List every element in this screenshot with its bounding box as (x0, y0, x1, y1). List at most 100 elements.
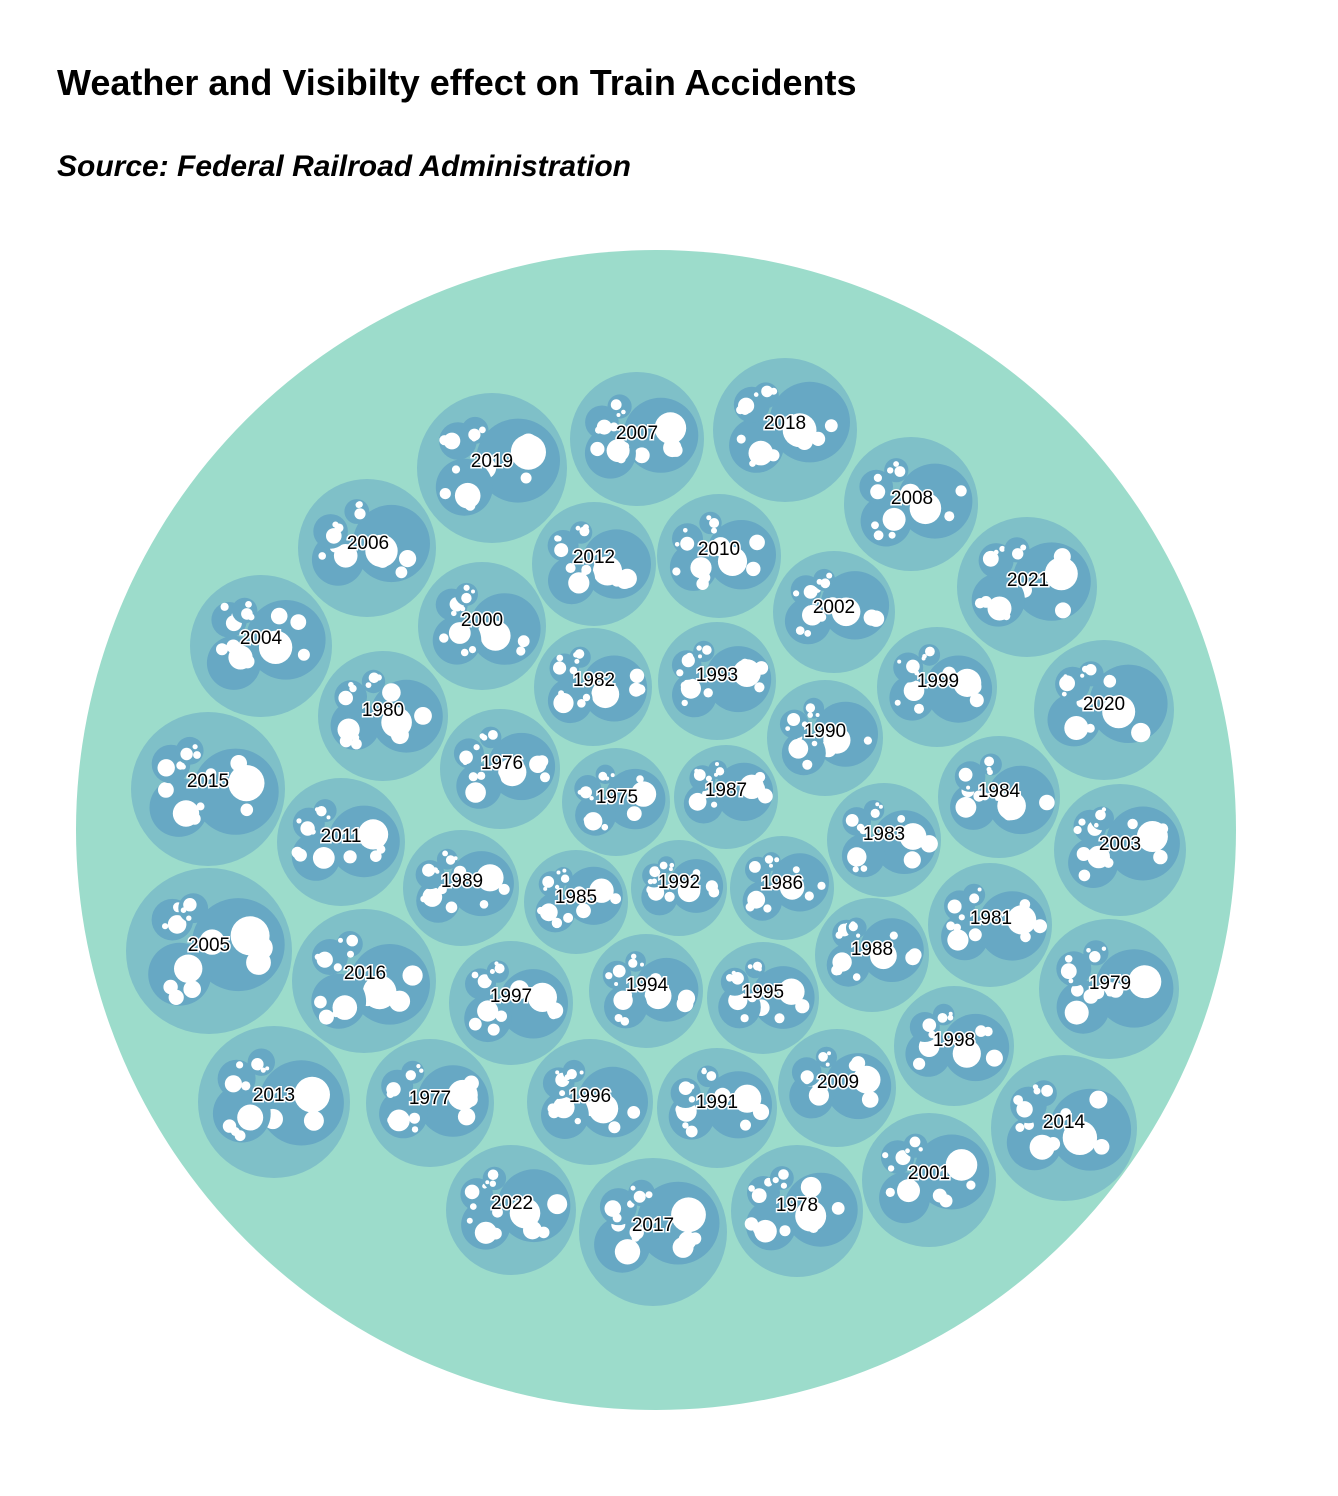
leaf-circle-2000[interactable] (471, 589, 475, 594)
leaf-circle-1985[interactable] (572, 886, 586, 900)
leaf-circle-1979[interactable] (1147, 982, 1158, 993)
leaf-circle-2020[interactable] (1082, 665, 1089, 673)
leaf-circle-2010[interactable] (710, 537, 731, 557)
leaf-circle-2015[interactable] (196, 802, 205, 811)
leaf-circle-2005[interactable] (186, 915, 192, 921)
leaf-circle-2017[interactable] (604, 1200, 622, 1217)
leaf-circle-1980[interactable] (390, 726, 409, 745)
leaf-circle-2004[interactable] (258, 630, 293, 664)
leaf-circle-1989[interactable] (437, 885, 447, 895)
leaf-circle-2000[interactable] (468, 646, 477, 654)
leaf-circle-2015[interactable] (230, 755, 247, 772)
leaf-circle-2010[interactable] (674, 542, 680, 547)
leaf-circle-1989[interactable] (442, 850, 448, 857)
leaf-circle-2011[interactable] (310, 829, 316, 835)
leaf-circle-1986[interactable] (804, 891, 814, 901)
leaf-circle-1994[interactable] (605, 972, 613, 980)
leaf-circle-1982[interactable] (556, 654, 564, 662)
leaf-circle-1994[interactable] (614, 982, 619, 986)
leaf-circle-1979[interactable] (1128, 965, 1162, 999)
leaf-circle-2006[interactable] (375, 554, 390, 568)
leaf-circle-1975[interactable] (583, 816, 591, 824)
leaf-circle-2021[interactable] (1044, 557, 1078, 591)
leaf-circle-1997[interactable] (468, 1017, 482, 1031)
leaf-circle-2015[interactable] (228, 765, 265, 802)
leaf-circle-2021[interactable] (974, 598, 986, 609)
leaf-circle-2022[interactable] (470, 1203, 477, 1210)
leaf-circle-2016[interactable] (318, 1009, 334, 1025)
leaf-circle-1986[interactable] (749, 865, 755, 871)
leaf-circle-1984[interactable] (986, 766, 992, 772)
leaf-circle-1999[interactable] (903, 680, 925, 701)
leaf-circle-2006[interactable] (341, 546, 356, 560)
leaf-circle-2008[interactable] (894, 466, 906, 477)
leaf-circle-1979[interactable] (1108, 982, 1124, 998)
leaf-circle-2022[interactable] (485, 1180, 490, 1185)
leaf-circle-2014[interactable] (1060, 1108, 1072, 1120)
leaf-circle-1990[interactable] (787, 713, 801, 726)
leaf-circle-2019[interactable] (519, 433, 538, 453)
leaf-circle-1978[interactable] (780, 1182, 788, 1189)
leaf-circle-2016[interactable] (346, 934, 359, 947)
leaf-circle-2013[interactable] (224, 1075, 242, 1093)
leaf-circle-1986[interactable] (792, 866, 800, 874)
leaf-circle-2016[interactable] (314, 953, 321, 961)
leaf-circle-1980[interactable] (414, 707, 432, 725)
leaf-circle-1977[interactable] (409, 1112, 420, 1124)
leaf-circle-1988[interactable] (856, 933, 861, 938)
leaf-circle-1991[interactable] (752, 1103, 770, 1121)
leaf-circle-2009[interactable] (818, 1052, 828, 1062)
leaf-circle-1979[interactable] (1101, 946, 1107, 951)
leaf-circle-2006[interactable] (354, 508, 366, 520)
leaf-circle-1981[interactable] (1020, 931, 1031, 943)
leaf-circle-1986[interactable] (752, 891, 758, 897)
leaf-circle-2010[interactable] (696, 577, 709, 590)
leaf-circle-2000[interactable] (463, 584, 470, 591)
leaf-circle-1995[interactable] (747, 993, 757, 1003)
leaf-circle-1995[interactable] (747, 964, 753, 969)
leaf-circle-1976[interactable] (462, 759, 468, 766)
leaf-circle-1997[interactable] (489, 969, 495, 974)
leaf-circle-2011[interactable] (326, 815, 331, 820)
leaf-circle-2008[interactable] (888, 531, 896, 539)
leaf-circle-1998[interactable] (952, 1039, 981, 1068)
leaf-circle-2019[interactable] (520, 472, 532, 484)
leaf-circle-2003[interactable] (1127, 818, 1138, 830)
leaf-circle-2019[interactable] (451, 465, 461, 474)
leaf-circle-1997[interactable] (495, 1010, 507, 1022)
leaf-circle-2009[interactable] (825, 1062, 830, 1067)
leaf-circle-2020[interactable] (1063, 674, 1068, 679)
leaf-circle-2005[interactable] (180, 907, 187, 913)
leaf-circle-1980[interactable] (382, 683, 401, 702)
leaf-circle-1976[interactable] (465, 782, 486, 803)
leaf-circle-2022[interactable] (466, 1217, 473, 1224)
leaf-circle-1996[interactable] (608, 1121, 621, 1134)
leaf-circle-1997[interactable] (510, 980, 529, 1000)
leaf-circle-2010[interactable] (709, 518, 720, 528)
leaf-circle-1983[interactable] (920, 835, 938, 853)
leaf-circle-1990[interactable] (811, 740, 818, 747)
leaf-circle-2001[interactable] (882, 1152, 889, 1159)
leaf-circle-2009[interactable] (852, 1065, 881, 1094)
leaf-circle-1992[interactable] (659, 861, 668, 870)
leaf-circle-2006[interactable] (399, 550, 417, 568)
leaf-circle-1975[interactable] (589, 796, 594, 801)
leaf-circle-2003[interactable] (1073, 825, 1082, 835)
leaf-circle-1990[interactable] (823, 738, 836, 752)
leaf-circle-1991[interactable] (706, 1071, 717, 1081)
leaf-circle-1978[interactable] (808, 1222, 819, 1234)
leaf-circle-2000[interactable] (517, 635, 530, 648)
leaf-circle-1986[interactable] (779, 875, 805, 900)
leaf-circle-2012[interactable] (568, 572, 590, 594)
leaf-circle-1979[interactable] (1091, 986, 1105, 1000)
leaf-circle-1981[interactable] (968, 928, 982, 942)
leaf-circle-2011[interactable] (296, 818, 302, 824)
leaf-circle-2014[interactable] (1015, 1123, 1025, 1132)
leaf-circle-1981[interactable] (947, 899, 962, 914)
leaf-circle-2004[interactable] (226, 639, 241, 654)
leaf-circle-1981[interactable] (1033, 919, 1047, 934)
leaf-circle-1994[interactable] (612, 964, 626, 978)
leaf-circle-2016[interactable] (316, 951, 333, 968)
leaf-circle-1994[interactable] (676, 995, 694, 1013)
leaf-circle-2015[interactable] (180, 747, 193, 761)
